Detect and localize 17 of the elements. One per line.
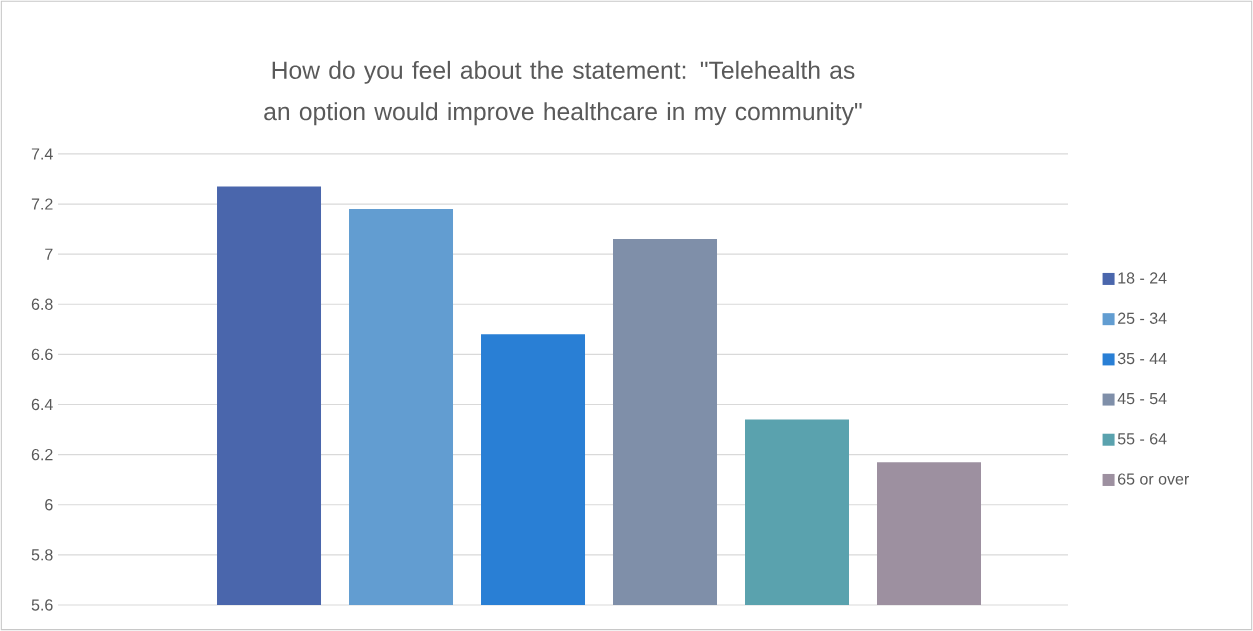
y-tick-label: 6	[45, 499, 53, 511]
legend-label: 18 - 24	[1118, 272, 1167, 284]
y-tick-label: 6.2	[31, 448, 53, 461]
y-tick-label: 5.6	[31, 599, 53, 611]
y-tick-label: 7.2	[31, 198, 53, 210]
y-tick-label: 6.8	[31, 298, 53, 310]
legend-label: 35 - 44	[1117, 352, 1167, 365]
y-tick-label: 6.4	[31, 398, 53, 411]
chart-title: How do you feel about the statement: "Telehealth as an option would improve healthcare in my community"	[264, 60, 862, 126]
y-tick-label: 7	[45, 248, 53, 260]
y-tick-label: 7.4	[31, 148, 53, 160]
y-tick-label: 5.8	[31, 549, 53, 561]
y-tick-label: 6.6	[31, 348, 53, 361]
legend-label: 45 - 54	[1117, 393, 1167, 405]
legend-label: 25 - 34	[1118, 312, 1167, 324]
legend-label: 55 - 64	[1117, 433, 1167, 445]
legend-label: 65 or over	[1118, 473, 1189, 485]
